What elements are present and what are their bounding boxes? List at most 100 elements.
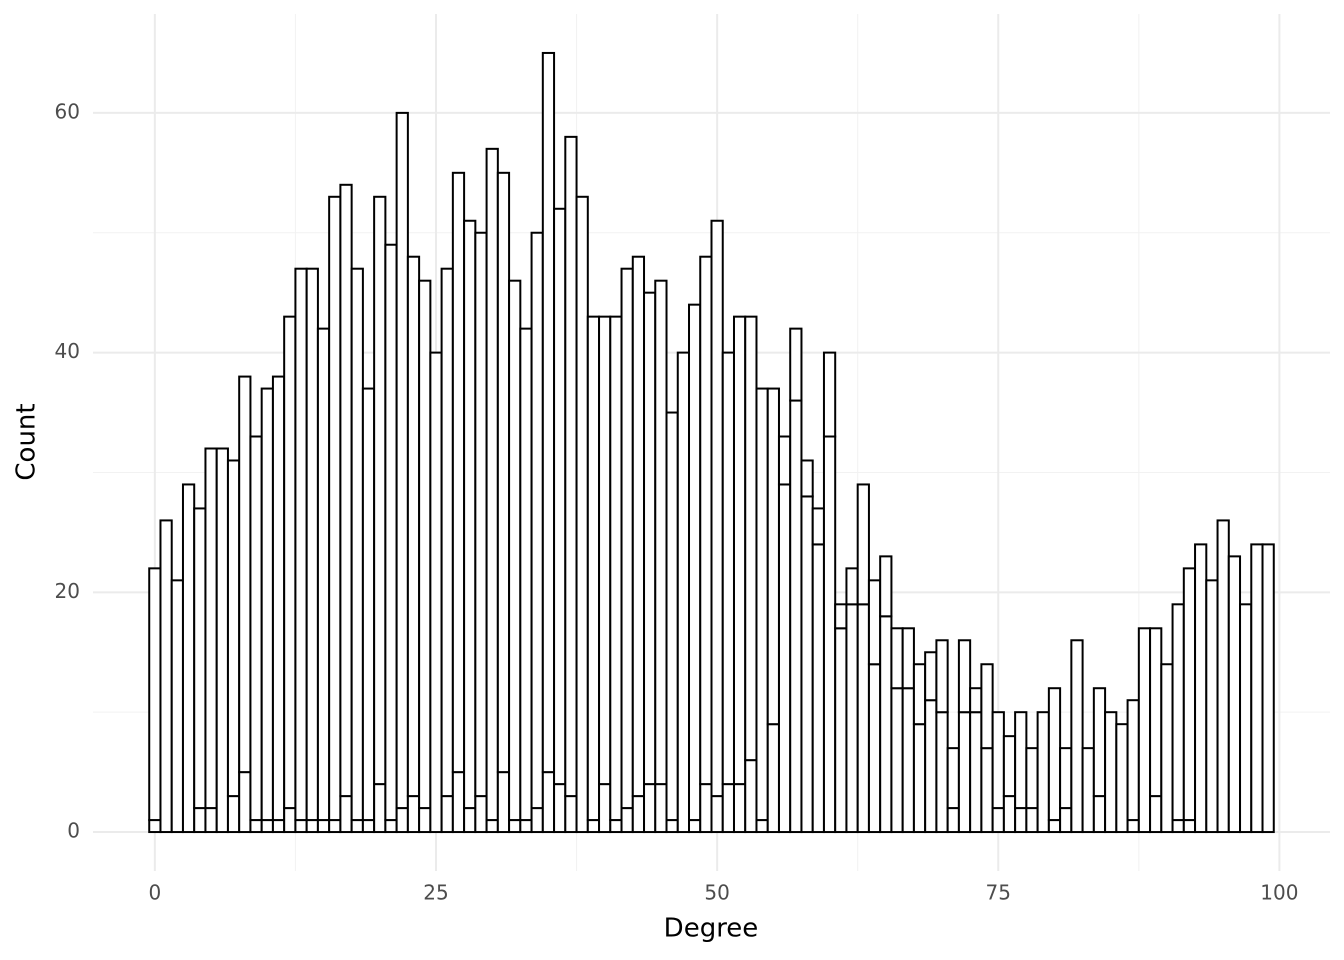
histogram-bar	[1092, 795, 1107, 834]
histogram-bar	[1149, 627, 1163, 798]
histogram-bar	[271, 375, 286, 822]
histogram-bar	[519, 819, 533, 834]
histogram-bar	[575, 195, 589, 834]
histogram-bar	[957, 639, 972, 714]
histogram-bar	[350, 819, 364, 834]
histogram-bar	[822, 351, 837, 438]
histogram-bar	[912, 723, 927, 834]
histogram-bar	[496, 171, 511, 774]
histogram-bar	[463, 219, 477, 810]
histogram-bar	[800, 495, 814, 834]
histogram-bar	[822, 435, 837, 834]
histogram-bar	[665, 819, 679, 834]
histogram-bar	[721, 783, 735, 834]
y-axis-title: Count	[12, 403, 42, 480]
histogram-bar	[384, 819, 398, 834]
histogram-bar	[643, 291, 657, 786]
histogram-bar	[283, 315, 297, 810]
histogram-bar	[541, 51, 556, 774]
histogram-bar	[1194, 543, 1208, 834]
x-axis-title: Degree	[664, 914, 759, 944]
histogram-bar	[463, 807, 477, 834]
histogram-bar	[564, 795, 578, 834]
histogram-bar	[361, 387, 376, 822]
histogram-bar	[1047, 687, 1062, 822]
histogram-bar	[238, 375, 252, 774]
histogram-bar	[901, 687, 915, 834]
histogram-bar	[418, 279, 432, 810]
histogram-bar	[204, 447, 218, 810]
histogram-bar	[924, 699, 938, 834]
y-tick-label: 60	[55, 99, 80, 123]
histogram-bar	[519, 327, 533, 822]
histogram-bar	[766, 723, 780, 834]
histogram-bar	[631, 255, 646, 798]
histogram-bar	[553, 783, 567, 834]
histogram-bar	[1025, 747, 1039, 810]
histogram-bar	[328, 819, 342, 834]
x-tick-label: 75	[986, 881, 1011, 905]
histogram-bar	[834, 627, 848, 834]
histogram-bar	[811, 507, 825, 546]
histogram-bar	[1160, 663, 1174, 834]
histogram-bar	[620, 807, 634, 834]
histogram-bar	[204, 807, 218, 834]
histogram-bar	[339, 795, 353, 834]
histogram-bar	[294, 819, 308, 834]
histogram-bar	[316, 819, 331, 834]
histogram-bar	[710, 219, 724, 798]
histogram-bar	[1014, 807, 1028, 834]
histogram-bar	[654, 783, 668, 834]
histogram-bar	[1126, 819, 1140, 834]
histogram-bar	[238, 771, 252, 834]
histogram-bar	[1205, 579, 1219, 834]
histogram-bar	[732, 315, 747, 786]
histogram-bar	[1070, 639, 1084, 834]
histogram-bar	[699, 783, 713, 834]
histogram-bar	[260, 387, 274, 822]
histogram-bar	[980, 663, 994, 750]
histogram-bar	[845, 567, 859, 606]
histogram-bar	[1002, 735, 1017, 798]
histogram-bar	[901, 627, 915, 690]
histogram-bar	[373, 195, 387, 786]
histogram-bar	[598, 783, 612, 834]
histogram-bar	[1002, 795, 1017, 834]
histogram-bar	[316, 327, 331, 822]
histogram-bar	[867, 663, 882, 834]
histogram-bar	[598, 315, 612, 786]
histogram-bar	[249, 819, 263, 834]
x-tick-label: 50	[704, 881, 729, 905]
histogram-bar	[170, 579, 184, 834]
histogram-bar	[530, 231, 544, 810]
histogram-bar	[856, 603, 870, 834]
histogram-bar	[879, 555, 893, 618]
y-tick-label: 40	[55, 339, 80, 363]
x-tick-label: 100	[1260, 881, 1298, 905]
histogram-bar	[1115, 723, 1129, 834]
histogram-bar	[541, 771, 556, 834]
histogram-bar	[1036, 711, 1050, 834]
histogram-bar	[1092, 687, 1107, 798]
histogram-bar	[440, 267, 454, 798]
histogram-bar	[1239, 603, 1253, 834]
histogram-bar	[755, 387, 769, 822]
histogram-bar	[384, 243, 398, 822]
histogram-bar	[620, 267, 634, 810]
histogram-bar	[350, 267, 364, 822]
histogram-bar	[305, 267, 319, 822]
histogram-bar	[699, 255, 713, 786]
histogram-bar	[215, 447, 229, 834]
histogram-bar	[654, 279, 668, 786]
histogram-bar	[373, 783, 387, 834]
histogram-bar	[800, 459, 814, 498]
histogram-bar	[361, 819, 376, 834]
histogram-bar	[440, 795, 454, 834]
histogram-bar	[283, 807, 297, 834]
histogram-bar	[744, 315, 758, 762]
histogram-bar	[418, 807, 432, 834]
histogram-bar	[181, 483, 196, 834]
y-tick-label: 0	[67, 819, 80, 843]
histogram-bar	[406, 795, 421, 834]
